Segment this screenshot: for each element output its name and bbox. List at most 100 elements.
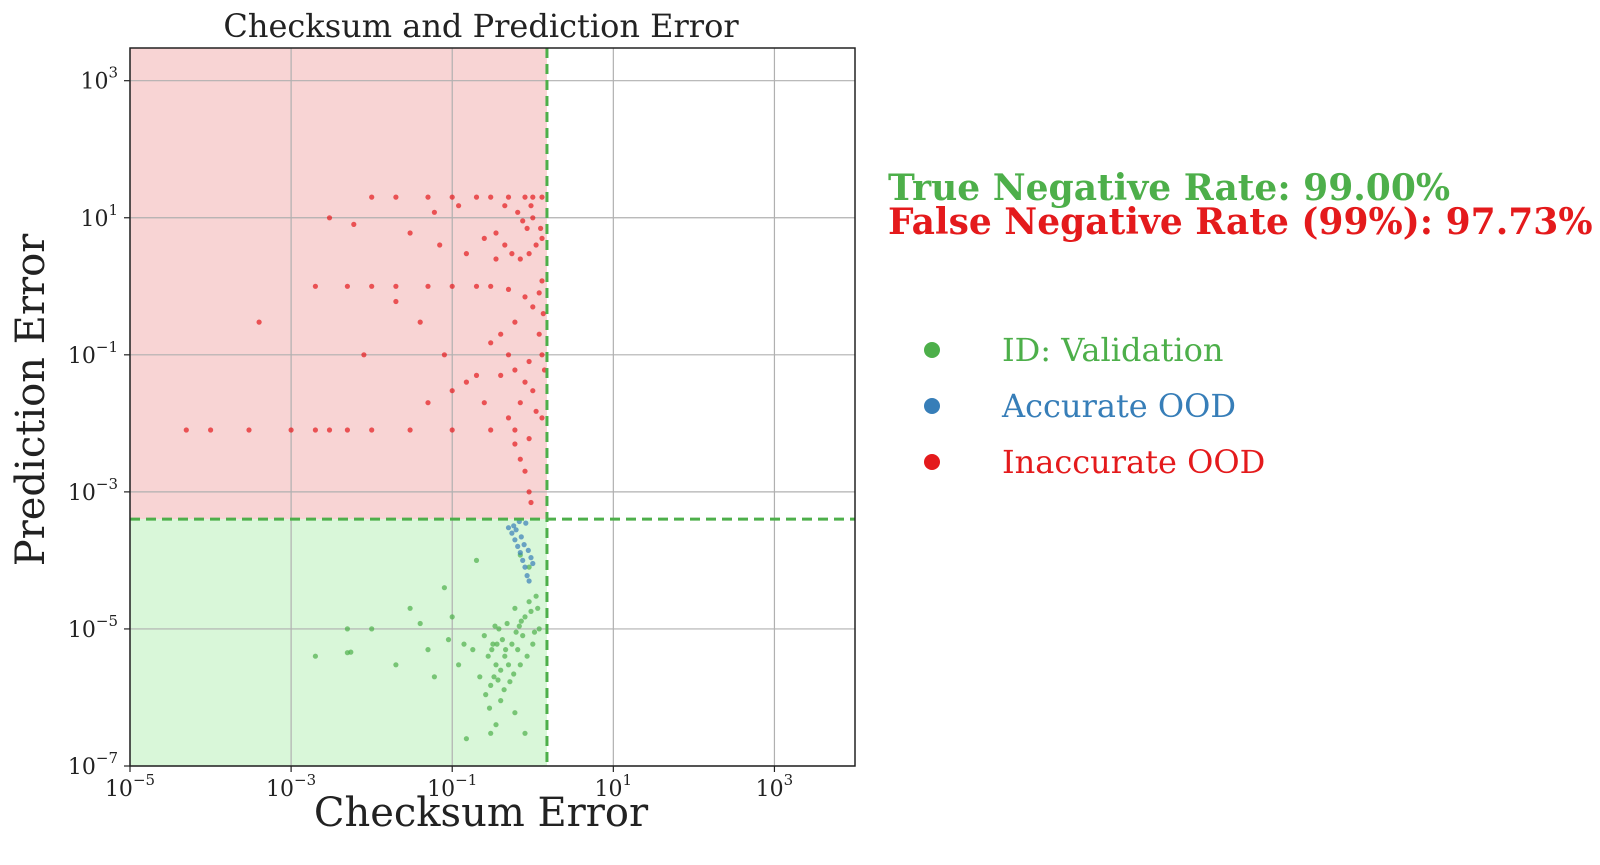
data-point-inaccurate_ood <box>530 388 536 394</box>
data-point-inaccurate_ood <box>526 489 532 495</box>
data-point-validation <box>470 647 476 653</box>
data-point-inaccurate_ood <box>393 194 399 200</box>
data-point-validation <box>512 710 518 716</box>
data-point-validation <box>526 564 532 570</box>
data-point-validation <box>517 662 523 668</box>
data-point-inaccurate_ood <box>528 499 534 506</box>
data-point-inaccurate_ood <box>526 358 532 365</box>
data-point-validation <box>449 614 455 620</box>
data-point-validation <box>518 618 524 624</box>
data-point-validation <box>441 585 447 591</box>
y-tick-label: 103 <box>80 64 118 95</box>
data-point-accurate_ood <box>517 550 523 556</box>
data-point-validation <box>536 626 542 632</box>
true-negative-rate: True Negative Rate: 99.00% <box>888 167 1450 209</box>
data-point-validation <box>494 641 500 647</box>
data-point-inaccurate_ood <box>326 215 333 221</box>
data-point-validation <box>496 626 502 632</box>
data-point-inaccurate_ood <box>407 230 413 236</box>
data-point-inaccurate_ood <box>488 194 494 200</box>
data-point-inaccurate_ood <box>425 283 431 289</box>
data-point-inaccurate_ood <box>463 379 469 385</box>
data-point-accurate_ood <box>515 543 521 550</box>
data-point-inaccurate_ood <box>344 283 350 289</box>
data-point-accurate_ood <box>511 523 517 529</box>
data-point-accurate_ood <box>528 555 534 561</box>
data-point-inaccurate_ood <box>509 251 515 257</box>
data-point-validation <box>499 637 505 643</box>
data-point-validation <box>495 677 501 683</box>
data-point-validation <box>515 647 521 653</box>
data-point-validation <box>493 662 499 668</box>
data-point-inaccurate_ood <box>246 427 252 433</box>
data-point-validation <box>456 662 462 668</box>
data-point-inaccurate_ood <box>512 319 518 325</box>
data-point-validation <box>473 557 480 564</box>
data-point-inaccurate_ood <box>417 319 423 325</box>
legend-label-validation: ID: Validation <box>1002 331 1224 369</box>
data-point-inaccurate_ood <box>505 194 512 200</box>
data-point-inaccurate_ood <box>288 427 294 433</box>
data-point-validation <box>511 671 517 677</box>
data-point-inaccurate_ood <box>505 286 512 292</box>
data-point-inaccurate_ood <box>498 331 504 337</box>
data-point-validation <box>489 647 495 653</box>
data-point-inaccurate_ood <box>431 209 437 215</box>
data-point-validation <box>528 608 534 615</box>
data-point-accurate_ood <box>530 560 536 567</box>
data-point-inaccurate_ood <box>456 203 462 209</box>
data-point-inaccurate_ood <box>481 400 487 406</box>
data-point-inaccurate_ood <box>473 194 480 200</box>
data-point-inaccurate_ood <box>522 379 528 385</box>
data-point-validation <box>507 679 513 685</box>
data-point-validation <box>522 614 528 620</box>
data-point-validation <box>493 722 499 728</box>
data-point-inaccurate_ood <box>463 251 469 257</box>
data-point-inaccurate_ood <box>326 427 333 433</box>
data-point-inaccurate_ood <box>208 427 214 433</box>
data-point-accurate_ood <box>525 547 531 554</box>
data-point-inaccurate_ood <box>441 352 447 358</box>
data-point-validation <box>369 626 375 632</box>
data-point-validation <box>344 626 350 632</box>
data-point-accurate_ood <box>520 557 526 564</box>
data-point-inaccurate_ood <box>361 352 367 358</box>
data-point-inaccurate_ood <box>505 352 512 358</box>
y-axis-label: Prediction Error <box>8 233 54 566</box>
data-point-validation <box>509 641 515 647</box>
data-point-inaccurate_ood <box>522 294 528 300</box>
data-point-validation <box>504 620 510 627</box>
y-axis-ticks: 10−7 10−5 10−3 10−1 101 103 <box>68 64 130 780</box>
data-point-inaccurate_ood <box>473 372 480 378</box>
data-point-validation <box>502 653 508 659</box>
legend-marker-inaccurate_ood <box>924 454 940 470</box>
threshold-layer <box>130 48 855 766</box>
data-point-validation <box>488 682 494 689</box>
data-point-inaccurate_ood <box>425 194 431 200</box>
data-point-inaccurate_ood <box>369 194 375 200</box>
data-point-inaccurate_ood <box>539 278 545 284</box>
data-point-inaccurate_ood <box>488 283 494 289</box>
false-negative-region <box>130 48 547 520</box>
data-point-validation <box>486 705 493 711</box>
data-point-validation <box>526 599 532 605</box>
data-point-accurate_ood <box>521 542 527 548</box>
data-point-inaccurate_ood <box>520 218 526 224</box>
data-point-inaccurate_ood <box>256 319 262 325</box>
data-point-accurate_ood <box>518 534 524 540</box>
legend: ID: Validation Accurate OOD Inaccurate OOD <box>924 331 1265 481</box>
data-point-inaccurate_ood <box>540 311 546 317</box>
data-point-validation <box>407 605 413 611</box>
data-point-inaccurate_ood <box>530 215 536 221</box>
legend-label-inaccurate_ood: Inaccurate OOD <box>1002 443 1265 481</box>
x-tick-label: 103 <box>756 771 794 802</box>
data-point-inaccurate_ood <box>526 251 532 257</box>
data-point-validation <box>393 662 399 668</box>
data-point-validation <box>481 633 487 639</box>
data-point-accurate_ood <box>523 520 529 526</box>
data-point-inaccurate_ood <box>481 235 487 241</box>
data-point-inaccurate_ood <box>488 427 494 433</box>
data-point-validation <box>491 674 497 680</box>
data-point-inaccurate_ood <box>512 427 518 433</box>
data-point-validation <box>503 647 509 653</box>
